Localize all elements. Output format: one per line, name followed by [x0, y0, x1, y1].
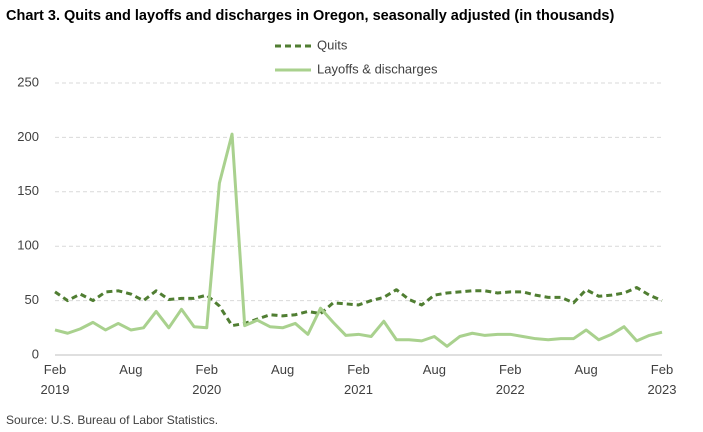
line-series: [54, 286, 663, 328]
y-tick-label: 100: [17, 238, 39, 253]
line-series: [54, 132, 663, 348]
chart-title: Chart 3. Quits and layoffs and discharge…: [6, 8, 614, 24]
x-tick-label: Feb 2022: [496, 362, 525, 397]
y-tick-label: 0: [32, 346, 39, 361]
y-tick-label: 150: [17, 183, 39, 198]
source-note: Source: U.S. Bureau of Labor Statistics.: [6, 413, 218, 427]
x-tick-label: Feb 2020: [192, 362, 221, 397]
x-tick-label: Aug: [423, 362, 446, 377]
y-tick-label: 250: [17, 74, 39, 89]
y-tick-label: 200: [17, 129, 39, 144]
x-tick-label: Aug: [119, 362, 142, 377]
legend-label: Layoffs & discharges: [317, 61, 438, 76]
x-tick-label: Aug: [271, 362, 294, 377]
x-tick-label: Feb 2023: [648, 362, 677, 397]
y-tick-label: 50: [25, 292, 39, 307]
x-tick-label: Feb 2021: [344, 362, 373, 397]
x-tick-label: Aug: [575, 362, 598, 377]
legend-label: Quits: [317, 37, 348, 52]
x-tick-label: Feb 2019: [41, 362, 70, 397]
